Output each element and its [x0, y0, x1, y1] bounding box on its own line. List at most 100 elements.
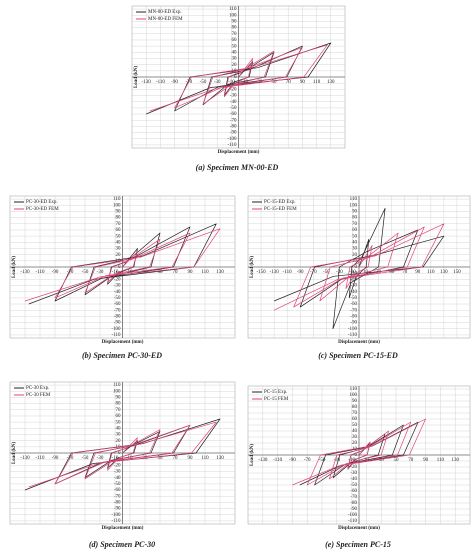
x-tick-label: 50: [158, 270, 164, 275]
legend-label: PC-30-ED Exp.: [26, 200, 58, 205]
y-tick-label: -110: [112, 333, 121, 338]
y-tick-label: 0: [355, 265, 358, 270]
x-axis-label: Displacement (mm): [338, 340, 380, 345]
x-tick-label: -90: [52, 456, 59, 461]
y-tick-label: 60: [352, 228, 358, 233]
x-axis-label: Displacement (mm): [338, 526, 380, 531]
y-tick-label: -40: [230, 100, 237, 105]
y-tick-label: -60: [114, 488, 121, 493]
hysteresis-curve: [28, 223, 217, 305]
y-tick-label: 80: [352, 405, 358, 410]
x-tick-label: -150: [256, 270, 266, 275]
x-tick-label: 90: [423, 458, 429, 463]
x-tick-label: 30: [379, 458, 385, 463]
x-tick-label: 110: [201, 456, 209, 461]
y-tick-label: -40: [350, 290, 357, 295]
y-tick-label: 50: [232, 44, 238, 49]
x-tick-label: 30: [143, 456, 149, 461]
y-tick-label: -70: [114, 308, 121, 313]
x-tick-label: 90: [188, 270, 194, 275]
y-tick-label: -50: [350, 483, 357, 488]
y-tick-label: 40: [352, 240, 358, 245]
y-tick-label: 110: [229, 7, 237, 12]
y-tick-label: 0: [234, 75, 237, 80]
y-tick-label: -90: [114, 321, 121, 326]
legend-label: PC-15-ED Exp.: [264, 200, 296, 205]
x-tick-label: 130: [451, 458, 459, 463]
y-tick-label: 30: [352, 247, 358, 252]
legend-label: PC-30-ED FEM: [26, 207, 59, 212]
x-tick-label: 90: [188, 456, 194, 461]
y-tick-label: 80: [232, 26, 238, 31]
y-tick-label: -50: [350, 296, 357, 301]
y-tick-label: 70: [116, 408, 122, 413]
x-tick-label: 70: [173, 270, 179, 275]
x-tick-label: -110: [273, 458, 282, 463]
y-tick-label: 110: [350, 387, 358, 392]
x-axis-label: Displacement (mm): [218, 150, 260, 155]
y-tick-label: -80: [230, 125, 237, 130]
y-tick-label: -70: [114, 494, 121, 499]
panel: -110-100-90-80-70-60-50-40-30-20-1001020…: [131, 5, 346, 172]
x-tick-label: -130: [20, 456, 30, 461]
x-tick-label: 130: [216, 270, 224, 275]
y-tick-label: -90: [350, 321, 357, 326]
x-tick-label: -30: [97, 456, 104, 461]
y-tick-label: -110: [348, 333, 357, 338]
y-tick-label: -80: [114, 501, 121, 506]
y-tick-label: 100: [229, 13, 237, 18]
y-tick-label: -20: [350, 277, 357, 282]
y-tick-label: 40: [116, 240, 122, 245]
caption: (b) Specimen PC-30-ED: [82, 351, 162, 360]
panel: -110-100-90-80-70-60-50-40-30-20-1001020…: [9, 195, 236, 360]
y-tick-label: 30: [116, 247, 122, 252]
hysteresis-curve: [146, 42, 332, 115]
x-tick-label: -10: [112, 270, 119, 275]
legend-label: PC-15 Exp.: [264, 390, 287, 395]
y-tick-label: 70: [352, 222, 358, 227]
y-axis-label: Load (kN): [250, 256, 255, 278]
x-tick-label: 130: [327, 80, 335, 85]
y-tick-label: -80: [114, 315, 121, 320]
y-tick-label: 70: [116, 222, 122, 227]
y-tick-label: -100: [111, 513, 121, 518]
y-tick-label: 20: [116, 253, 122, 258]
y-tick-label: -50: [230, 106, 237, 111]
y-tick-label: 60: [352, 417, 358, 422]
x-tick-label: -30: [336, 270, 343, 275]
y-tick-label: -60: [350, 302, 357, 307]
x-tick-label: -30: [97, 270, 104, 275]
y-tick-label: -10: [350, 271, 357, 276]
y-tick-label: 50: [116, 234, 122, 239]
x-tick-label: 90: [300, 80, 306, 85]
y-axis-label: Load (kN): [12, 442, 17, 464]
x-tick-label: 90: [415, 270, 421, 275]
y-tick-label: 0: [118, 451, 121, 456]
x-tick-label: 70: [402, 270, 408, 275]
x-tick-label: 110: [437, 458, 445, 463]
x-tick-label: 150: [453, 270, 461, 275]
y-tick-label: 60: [232, 38, 238, 43]
x-axis-label: Displacement (mm): [102, 526, 144, 531]
panel: -110-100-90-80-70-60-50-40-30-20-1001020…: [247, 195, 471, 360]
hysteresis-curve: [149, 44, 328, 112]
y-tick-label: 10: [116, 445, 122, 450]
hysteresis-curve: [273, 207, 445, 330]
y-tick-label: 20: [352, 441, 358, 446]
x-tick-label: 110: [201, 270, 209, 275]
y-tick-label: -40: [114, 476, 121, 481]
legend-label: PC-15-ED FEM: [264, 207, 297, 212]
x-tick-label: -30: [214, 80, 221, 85]
y-tick-label: 80: [352, 216, 358, 221]
y-tick-label: 30: [352, 435, 358, 440]
y-tick-label: 70: [232, 32, 238, 37]
x-tick-label: -130: [142, 80, 152, 85]
y-tick-label: -90: [350, 507, 357, 512]
y-tick-label: 110: [350, 197, 358, 202]
x-tick-label: 70: [173, 456, 179, 461]
y-tick-label: -60: [230, 112, 237, 117]
y-tick-label: -50: [114, 482, 121, 487]
y-tick-label: 110: [113, 197, 121, 202]
